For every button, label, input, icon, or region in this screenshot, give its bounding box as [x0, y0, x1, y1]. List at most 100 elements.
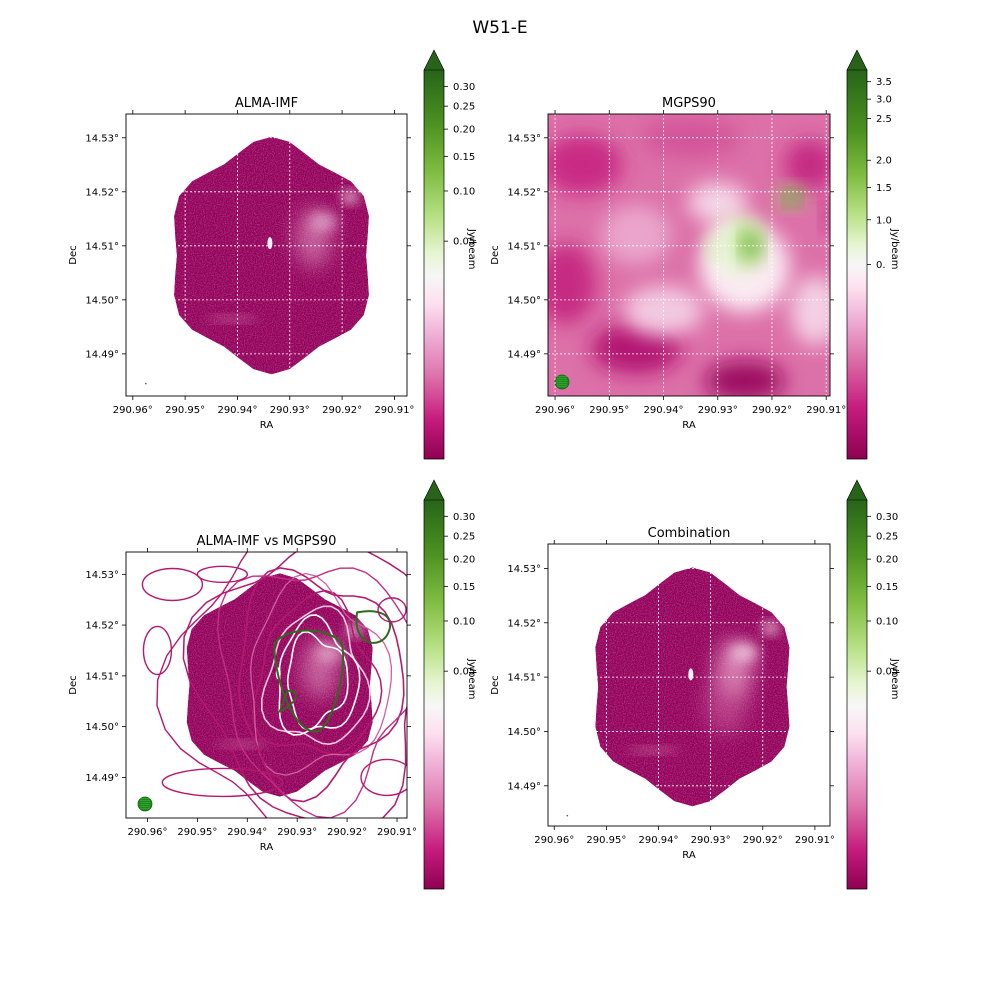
x-tick-label: 290.91° — [795, 835, 835, 846]
colorbar-tick-label: 3.0 — [876, 95, 892, 106]
north-east-source — [341, 191, 358, 204]
panel-1: 290.96° 290.95° 290.94° 290.93° 290.92° 290.9… — [68, 49, 477, 460]
y-tick-label: 14.52° — [507, 187, 541, 198]
panel-title: ALMA-IMF vs MGPS90 — [197, 534, 337, 549]
y-tick-label: 14.50° — [507, 727, 541, 738]
beam-dot — [145, 382, 147, 385]
x-axis-label: RA — [682, 420, 696, 431]
mgps-emission-blob — [822, 204, 830, 229]
colorbar-tick-label: 0.15 — [453, 152, 475, 163]
y-axis-label: Dec — [490, 245, 501, 264]
contour-line-green — [355, 610, 392, 644]
combined-extended-emission — [704, 674, 749, 735]
y-tick-label: 14.50° — [85, 295, 119, 306]
colorbar-body — [847, 500, 867, 889]
colorbar-body — [424, 500, 444, 889]
y-axis-label: Dec — [490, 675, 501, 694]
contour-line — [286, 630, 349, 731]
panel-title: ALMA-IMF — [235, 96, 298, 111]
colorbar-frame — [423, 500, 445, 890]
mgps-emission-blob — [548, 134, 623, 195]
y-axis-label: Dec — [68, 675, 79, 694]
x-tick-label: 290.92° — [743, 835, 783, 846]
x-tick-label: 290.95° — [177, 827, 217, 838]
contour-line-outer — [161, 767, 284, 798]
colorbar-tick-label: 0.10 — [876, 616, 898, 627]
panel-3: 290.96° 290.95° 290.94° 290.93° 290.92° 290.9… — [68, 479, 477, 890]
y-tick-label: 14.51° — [507, 673, 541, 684]
colorbar-tick-label: 2.5 — [876, 114, 892, 125]
colorbar-tick-label: 0.25 — [876, 532, 898, 543]
colorbar-extend-arrow — [846, 49, 868, 71]
mgps-emission-blob — [784, 139, 830, 190]
contour-line — [216, 567, 407, 818]
diffuse-emission-peak — [730, 642, 759, 663]
contour-line — [238, 567, 405, 803]
x-tick-label: 290.92° — [322, 405, 362, 416]
colorbar-tick-label: 0.25 — [453, 532, 475, 543]
contour-line-green — [273, 629, 345, 733]
x-tick-label: 290.94° — [644, 405, 684, 416]
image-mosaic — [174, 136, 369, 375]
x-tick-label: 290.93° — [277, 827, 317, 838]
y-tick-label: 14.53° — [507, 564, 541, 575]
mgps-emission-blob — [790, 275, 830, 346]
noise-texture — [174, 136, 369, 375]
mgps-emission-blob — [591, 323, 682, 374]
colorbar-tick-label: 0.05 — [453, 667, 475, 678]
mgps-emission-blob — [640, 117, 741, 158]
y-tick-label: 14.52° — [507, 618, 541, 629]
y-tick-label: 14.50° — [85, 722, 119, 733]
mgps-emission-blob — [548, 243, 596, 324]
colorbar-tick-label: 0.15 — [453, 582, 475, 593]
south-filament — [216, 741, 269, 748]
contour-line-outer — [360, 758, 407, 797]
panel-4: 290.96° 290.95° 290.94° 290.93° 290.92° 290.9… — [490, 479, 900, 890]
x-tick-label: 290.96° — [127, 827, 167, 838]
colorbar-tick-label: 0.10 — [453, 616, 475, 627]
contour-line — [252, 589, 383, 755]
x-tick-label: 290.95° — [589, 405, 629, 416]
colorbar-extend-arrow — [423, 479, 445, 501]
contour-line-green — [278, 690, 297, 714]
colorbar-label: Jy/beam — [889, 228, 900, 270]
noise-texture — [595, 567, 790, 807]
axes-frame — [547, 113, 831, 397]
south-filament — [627, 747, 680, 754]
colorbar-tick-label: 0.20 — [876, 555, 898, 566]
colorbar-label: Jy/beam — [466, 228, 477, 270]
panel-title: Combination — [648, 526, 731, 541]
axes-frame — [125, 551, 408, 819]
x-tick-label: 290.93° — [691, 835, 731, 846]
colorbar-extend-arrow — [846, 479, 868, 501]
colorbar-tick-label: 0.30 — [453, 512, 475, 523]
x-tick-label: 290.96° — [534, 835, 574, 846]
colorbar-body — [424, 70, 444, 459]
y-tick-label: 14.49° — [507, 349, 541, 360]
colorbar-tick-label: 0.20 — [453, 125, 475, 136]
colorbar-tick-label: 0.05 — [876, 667, 898, 678]
colorbar-tick-label: 2.0 — [876, 156, 892, 167]
contour-line — [182, 552, 407, 818]
axes-frame — [125, 113, 408, 397]
y-tick-label: 14.52° — [85, 621, 119, 632]
contour-line-outer — [142, 625, 173, 676]
axes-frame — [547, 543, 831, 827]
colorbar-tick-label: 0. — [876, 260, 886, 271]
compact-source — [688, 668, 694, 681]
contour-line-outer — [377, 597, 407, 623]
x-axis-label: RA — [260, 842, 274, 853]
image-mosaic — [595, 567, 790, 807]
contour-layer — [141, 552, 407, 818]
contour-line — [250, 572, 393, 776]
colorbar-tick-label: 0.30 — [876, 512, 898, 523]
contour-line-outer — [141, 567, 204, 602]
panel-2: 290.96° 290.95° 290.94° 290.93° 290.92° 290.9… — [490, 49, 900, 460]
y-tick-label: 14.50° — [507, 295, 541, 306]
y-tick-label: 14.51° — [507, 241, 541, 252]
x-tick-label: 290.93° — [270, 405, 310, 416]
mgps-emission-blob — [601, 205, 672, 266]
x-tick-label: 290.92° — [327, 827, 367, 838]
colorbar-tick-label: 3.5 — [876, 77, 892, 88]
